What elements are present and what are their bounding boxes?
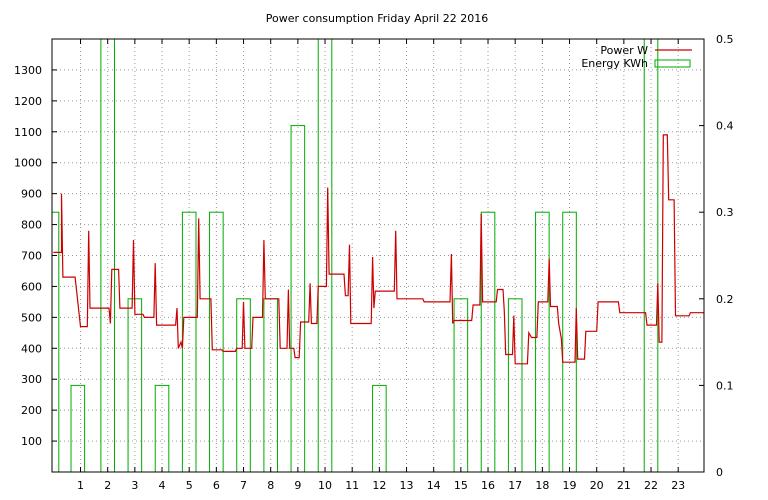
y-left-tick-label: 1100 xyxy=(14,126,42,139)
energy-bars xyxy=(51,38,659,473)
x-tick-label: 7 xyxy=(240,479,247,492)
energy-bar xyxy=(236,298,251,473)
energy-bar xyxy=(290,125,306,473)
y-right-tick-label: 0.2 xyxy=(716,293,734,306)
chart-title: Power consumption Friday April 22 2016 xyxy=(266,12,488,25)
y-left-tick-label: 1200 xyxy=(14,95,42,108)
energy-bar xyxy=(263,298,278,473)
y-left-tick-label: 800 xyxy=(21,219,42,232)
y-left-tick-label: 300 xyxy=(21,373,42,386)
x-tick-label: 4 xyxy=(159,479,166,492)
y-left-tick-label: 900 xyxy=(21,188,42,201)
y-right-tick-label: 0.3 xyxy=(716,206,734,219)
y-left-tick-label: 500 xyxy=(21,311,42,324)
plot-frame xyxy=(51,38,705,473)
energy-bar xyxy=(70,384,86,473)
x-tick-label: 22 xyxy=(644,479,658,492)
x-tick-label: 8 xyxy=(267,479,274,492)
y-left-tick-label: 100 xyxy=(21,435,42,448)
y-left-tick-label: 200 xyxy=(21,404,42,417)
y-left-tick-label: 700 xyxy=(21,250,42,263)
y-left-tick-label: 1000 xyxy=(14,157,42,170)
x-tick-label: 17 xyxy=(508,479,522,492)
x-tick-label: 11 xyxy=(345,479,359,492)
energy-bar xyxy=(453,298,469,473)
x-tick-label: 21 xyxy=(617,479,631,492)
axis-layer: 1 2 3 4 5 6 7 8 9 10 11 12 13 14 15 16 17 18 19 20 21 22 23100… xyxy=(14,33,734,492)
x-tick-label: 5 xyxy=(186,479,193,492)
grid-layer xyxy=(52,39,704,472)
y-left-tick-label: 1300 xyxy=(14,64,42,77)
y-right-tick-label: 0.4 xyxy=(716,120,734,133)
power-line xyxy=(53,134,704,365)
x-tick-label: 16 xyxy=(481,479,495,492)
x-tick-label: 9 xyxy=(294,479,301,492)
legend-label: Energy KWh xyxy=(581,57,648,70)
y-left-tick-label: 600 xyxy=(21,280,42,293)
x-tick-label: 13 xyxy=(400,479,414,492)
x-tick-label: 23 xyxy=(671,479,685,492)
y-right-tick-label: 0 xyxy=(716,466,723,479)
x-tick-label: 15 xyxy=(454,479,468,492)
x-tick-label: 6 xyxy=(213,479,220,492)
x-tick-label: 18 xyxy=(535,479,549,492)
legend-label: Power W xyxy=(600,44,648,57)
energy-bar xyxy=(127,298,143,473)
energy-bar xyxy=(507,298,523,473)
x-tick-label: 3 xyxy=(131,479,138,492)
x-tick-label: 1 xyxy=(77,479,84,492)
y-right-tick-label: 0.5 xyxy=(716,33,734,46)
x-tick-label: 2 xyxy=(104,479,111,492)
power-line-layer xyxy=(53,134,704,365)
y-right-tick-label: 0.1 xyxy=(716,379,734,392)
x-tick-label: 12 xyxy=(372,479,386,492)
x-tick-label: 14 xyxy=(427,479,441,492)
x-tick-label: 20 xyxy=(590,479,604,492)
legend-swatch xyxy=(654,59,691,68)
x-tick-label: 10 xyxy=(318,479,332,492)
energy-bar xyxy=(51,211,60,473)
x-tick-label: 19 xyxy=(563,479,577,492)
y-left-tick-label: 400 xyxy=(21,342,42,355)
